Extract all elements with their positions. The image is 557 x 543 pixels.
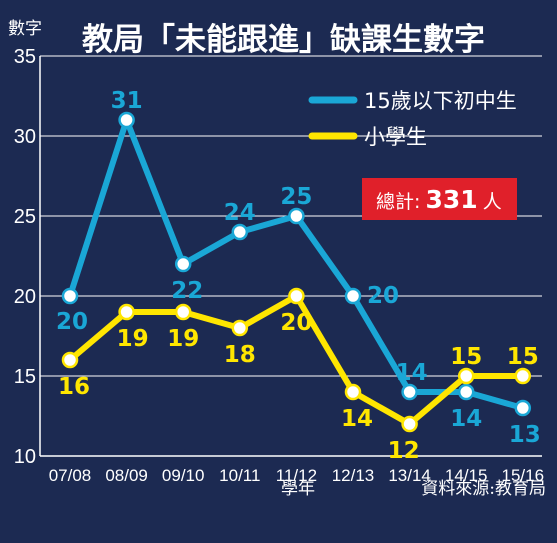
- data-label: 16: [58, 374, 90, 400]
- data-label: 13: [509, 422, 541, 448]
- source-note: 資料來源:教育局: [421, 479, 546, 499]
- x-axis-label: 學年: [281, 479, 315, 498]
- y-tick-label: 25: [14, 206, 36, 228]
- total-box-bg: [362, 178, 517, 220]
- x-tick-label: 14/15: [445, 466, 488, 485]
- total-box-text: 總計: 331 人: [376, 185, 502, 214]
- data-point: [288, 287, 305, 305]
- x-tick-label: 10/11: [219, 466, 260, 485]
- total-box-value: 331: [426, 185, 478, 214]
- data-point: [231, 319, 249, 337]
- y-tick-label: 35: [14, 46, 36, 68]
- data-label: 24: [224, 200, 256, 226]
- x-tick-label: 12/13: [332, 466, 375, 485]
- data-label: 14: [341, 406, 373, 432]
- axes: 10 15 20 25 30 35 07/08 08/09 09/10 10/11 11/12 12/…: [14, 46, 544, 485]
- data-label: 15: [507, 344, 539, 370]
- total-box: 總計: 331 人: [362, 178, 517, 220]
- data-point: [401, 383, 418, 401]
- data-point: [118, 111, 135, 129]
- data-label: 18: [224, 342, 256, 368]
- x-tick-label: 11/12: [276, 466, 317, 485]
- legend-label-0: 15歲以下初中生: [364, 89, 517, 113]
- y-tick-label: 10: [14, 446, 36, 468]
- data-point: [514, 399, 532, 417]
- data-point: [457, 367, 475, 385]
- data-point: [174, 303, 192, 321]
- chart-title: 教局「未能跟進」缺課生數字: [82, 22, 485, 58]
- data-point: [344, 287, 362, 305]
- total-box-label: 總計:: [376, 191, 420, 213]
- data-label: 14: [450, 406, 482, 432]
- data-label: 19: [117, 326, 149, 352]
- data-label: 12: [388, 438, 420, 464]
- x-tick-label: 08/09: [105, 466, 148, 485]
- data-point: [457, 383, 475, 401]
- data-point: [61, 351, 79, 369]
- data-point: [344, 383, 362, 401]
- data-point: [288, 207, 305, 225]
- data-point: [61, 287, 79, 305]
- data-point: [118, 303, 135, 321]
- x-tick-label: 07/08: [49, 466, 92, 485]
- y-axis-label: 數字: [8, 19, 42, 38]
- data-label: 15: [450, 344, 482, 370]
- x-tick-label: 13/14: [388, 466, 431, 485]
- data-label: 25: [280, 184, 312, 210]
- data-point: [514, 367, 532, 385]
- data-point: [174, 255, 192, 273]
- data-label: 20: [56, 309, 88, 335]
- y-tick-label: 30: [14, 126, 36, 148]
- x-tick-label: 09/10: [162, 466, 205, 485]
- series-lines: 20 31 22 24 25 20 14 14 13 16 19 19 18 20 14 12 15 15: [56, 88, 541, 464]
- x-tick-label: 15/16: [502, 466, 545, 485]
- data-label: 22: [171, 278, 203, 304]
- data-label: 19: [167, 326, 199, 352]
- data-label: 14: [396, 360, 428, 386]
- data-point: [401, 415, 418, 433]
- legend-label-1: 小學生: [364, 125, 427, 149]
- data-point: [231, 223, 249, 241]
- y-tick-label: 20: [14, 286, 36, 308]
- total-box-unit: 人: [483, 191, 502, 213]
- y-tick-label: 15: [14, 366, 36, 388]
- data-label: 31: [111, 88, 143, 114]
- data-label: 20: [367, 283, 399, 309]
- data-label: 20: [280, 310, 312, 336]
